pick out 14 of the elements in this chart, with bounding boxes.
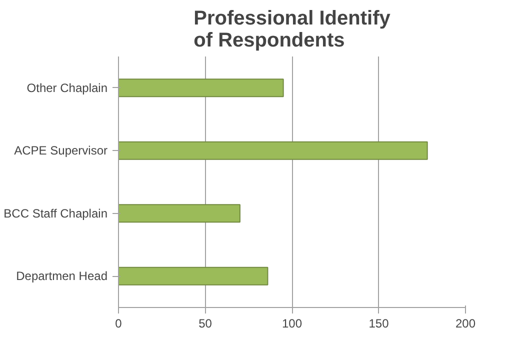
y-tick-label: Other Chaplain <box>26 80 108 95</box>
y-tick-label: ACPE Supervisor <box>14 144 108 158</box>
x-tick-label: 150 <box>368 316 390 330</box>
x-tick-label: 50 <box>198 316 212 330</box>
bar <box>118 204 240 223</box>
bar <box>118 141 428 160</box>
bar <box>118 266 268 286</box>
y-tick-label: BCC Staff Chaplain <box>4 206 108 220</box>
chart-title: Professional Identify of Respondents <box>194 8 392 52</box>
x-tick-label: 100 <box>282 316 302 330</box>
x-tick-label: 200 <box>455 316 476 330</box>
y-tick-label: Departmen Head <box>16 269 108 284</box>
bar <box>118 78 284 98</box>
x-tick-label: 0 <box>115 316 122 330</box>
